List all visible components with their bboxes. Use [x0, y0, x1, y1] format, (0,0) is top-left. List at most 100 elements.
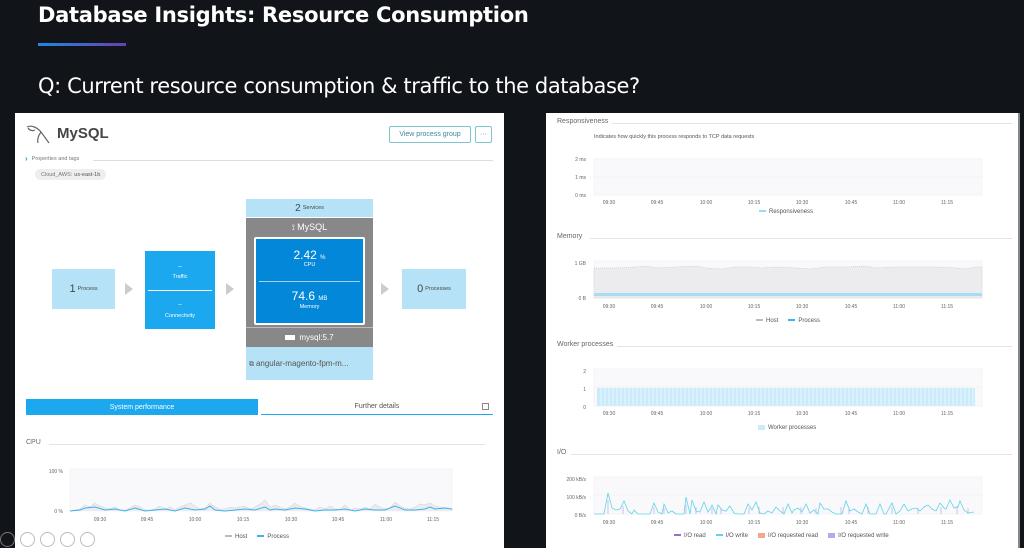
legend-label: I/O requested read: [768, 533, 819, 540]
host-box[interactable]: ⧉ angular-magento-fpm-m...: [246, 347, 373, 380]
svg-text:0 B: 0 B: [578, 296, 586, 302]
zoom-icon[interactable]: [40, 532, 55, 547]
connectivity-value: –: [178, 302, 182, 308]
process-box[interactable]: ⟟ MySQL 2.42 % CPU 74.6 MB Memory: [246, 218, 373, 348]
svg-text:11:00: 11:00: [893, 520, 905, 526]
more-options-button[interactable]: ···: [475, 126, 492, 143]
divider: [617, 346, 1012, 347]
svg-text:10:00: 10:00: [189, 517, 202, 523]
svg-text:09:30: 09:30: [603, 411, 616, 417]
svg-text:0: 0: [583, 405, 586, 411]
legend-io-requested-write[interactable]: I/O requested write: [828, 533, 889, 539]
memory-value: 74.6: [291, 289, 315, 303]
divider: [612, 123, 1012, 124]
svg-text:10:15: 10:15: [748, 200, 761, 206]
legend-label: Responsiveness: [769, 209, 814, 215]
svg-text:1: 1: [583, 387, 586, 393]
legend-host[interactable]: Host: [225, 534, 247, 540]
worker-processes-title: Worker processes: [557, 341, 614, 348]
memory-label: Memory: [299, 304, 320, 310]
process-title: MySQL: [57, 125, 109, 142]
services-label: Services: [302, 205, 324, 211]
svg-text:09:30: 09:30: [603, 520, 616, 526]
metrics-panel: Responsiveness Indicates how quickly thi…: [546, 113, 1020, 548]
traffic-label: Traffic: [172, 274, 188, 280]
legend-responsiveness[interactable]: Responsiveness: [759, 209, 813, 215]
legend-process[interactable]: Process: [788, 318, 820, 324]
svg-text:10:45: 10:45: [845, 304, 858, 310]
traffic-value: –: [178, 264, 182, 270]
svg-text:1 GB: 1 GB: [575, 261, 587, 267]
legend-io-requested-read[interactable]: I/O requested read: [758, 533, 818, 539]
svg-text:09:45: 09:45: [651, 304, 664, 310]
view-process-group-button[interactable]: View process group: [389, 126, 471, 143]
external-link-icon[interactable]: [482, 403, 489, 410]
svg-text:10:30: 10:30: [285, 517, 298, 523]
svg-text:100 %: 100 %: [49, 469, 64, 475]
svg-text:09:45: 09:45: [651, 520, 664, 526]
legend-process[interactable]: Process: [257, 534, 289, 540]
svg-text:2: 2: [583, 369, 586, 375]
svg-text:10:30: 10:30: [796, 411, 809, 417]
worker-processes-chart[interactable]: 2 1 0 09:30 09:45 10:00 10:15 10:30 10:4…: [546, 363, 1020, 418]
svg-text:10:30: 10:30: [796, 304, 809, 310]
legend-label: Process: [798, 318, 821, 324]
divider: [49, 444, 485, 445]
svg-text:11:00: 11:00: [893, 200, 905, 206]
arrow-right-icon: [381, 283, 389, 295]
host-icon: ⧉: [249, 361, 256, 368]
process-overview-panel: MySQL View process group ··· › Propertie…: [15, 113, 504, 548]
legend-label: I/O read: [684, 533, 706, 540]
svg-text:11:15: 11:15: [941, 304, 953, 310]
svg-text:11:00: 11:00: [893, 411, 905, 417]
traffic-box[interactable]: – Traffic – Connectivity: [145, 251, 215, 329]
responsiveness-description: Indicates how quickly this process respo…: [594, 134, 755, 140]
svg-text:2 ms: 2 ms: [575, 157, 586, 163]
slide-controls: [0, 532, 95, 548]
legend-label: I/O write: [725, 533, 749, 540]
svg-text:09:30: 09:30: [94, 517, 107, 523]
legend-worker-processes[interactable]: Worker processes: [758, 425, 816, 431]
process-metrics[interactable]: 2.42 % CPU 74.6 MB Memory: [254, 237, 365, 325]
svg-text:10:00: 10:00: [700, 304, 713, 310]
legend-label: Host: [766, 318, 779, 324]
cpu-chart[interactable]: 100 % 0 % 09:30 09:45 10:00 10:15 10:30 …: [15, 463, 504, 548]
svg-text:09:45: 09:45: [651, 411, 664, 417]
slides-icon[interactable]: [20, 532, 35, 547]
mysql-dolphin-icon: [26, 125, 50, 144]
pen-icon[interactable]: [0, 532, 15, 547]
services-box[interactable]: 2 Services: [246, 199, 373, 217]
svg-text:10:00: 10:00: [700, 520, 713, 526]
memory-chart[interactable]: 1 GB 0 B 09:30 09:45 10:00 10:15 10:30 1…: [546, 258, 1020, 313]
tag-value: us-east-1b: [74, 171, 101, 178]
tab-further-details[interactable]: Further details: [261, 399, 493, 415]
arrow-right-icon: [125, 283, 133, 295]
tag-chip[interactable]: Cloud_AWS: us-east-1b: [35, 169, 107, 180]
container-icon: [285, 334, 296, 340]
svg-text:11:15: 11:15: [941, 200, 953, 206]
more-icon[interactable]: [80, 532, 95, 547]
calling-processes-box[interactable]: 1 Process: [52, 269, 115, 309]
properties-toggle[interactable]: › Properties and tags: [25, 154, 79, 163]
called-processes-box[interactable]: 0 Processes: [402, 269, 466, 309]
legend-io-write[interactable]: I/O write: [715, 533, 749, 540]
legend-io-read[interactable]: I/O read: [674, 533, 706, 539]
divider: [93, 160, 493, 161]
svg-text:11:15: 11:15: [941, 411, 953, 417]
io-chart[interactable]: 200 kB/s 100 kB/s 0 B/s 09:30 09:45 10:0…: [546, 473, 1020, 528]
process-name-row: ⟟ MySQL: [246, 222, 373, 233]
process-version: mysql:5.7: [246, 327, 373, 346]
divider: [571, 454, 1012, 455]
tab-system-performance[interactable]: System performance: [26, 399, 258, 415]
responsiveness-title: Responsiveness: [557, 118, 609, 125]
svg-text:200 kB/s: 200 kB/s: [567, 477, 587, 483]
legend-label: Process: [267, 534, 290, 540]
arrow-right-icon: [226, 283, 234, 295]
svg-text:11:00: 11:00: [893, 304, 905, 310]
svg-text:10:15: 10:15: [748, 304, 761, 310]
responsiveness-chart[interactable]: 2 ms 1 ms 0 ms 09:30 09:45 10:00 10:15 1…: [546, 151, 1020, 211]
svg-text:10:15: 10:15: [748, 411, 761, 417]
legend-label: Host: [235, 534, 248, 540]
subtitles-icon[interactable]: [60, 532, 75, 547]
legend-host[interactable]: Host: [756, 318, 778, 324]
